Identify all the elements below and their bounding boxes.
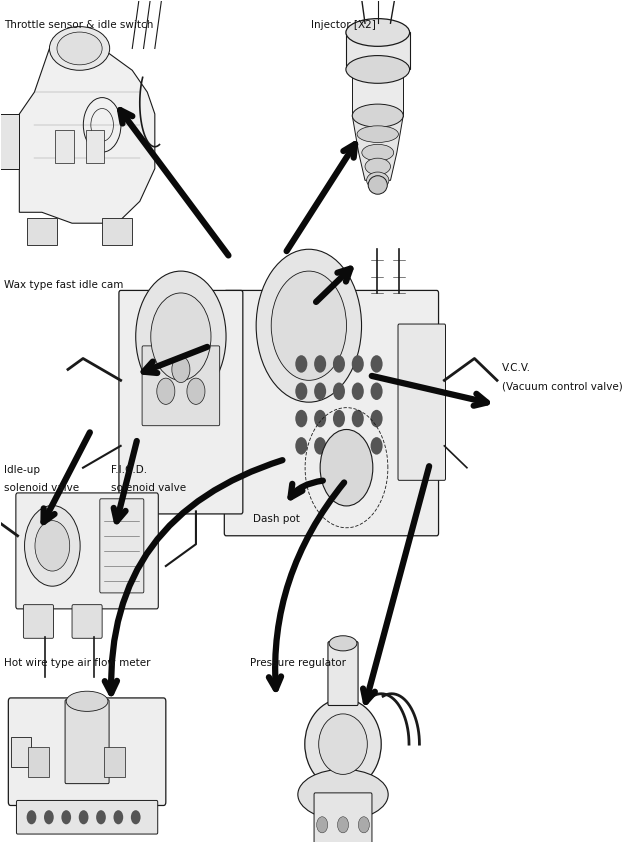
Text: Throttle sensor & idle switch: Throttle sensor & idle switch bbox=[4, 20, 154, 30]
Text: solenoid valve: solenoid valve bbox=[111, 483, 186, 493]
Circle shape bbox=[157, 379, 175, 405]
FancyBboxPatch shape bbox=[86, 131, 104, 164]
Ellipse shape bbox=[329, 636, 357, 651]
Circle shape bbox=[295, 383, 307, 400]
Ellipse shape bbox=[366, 172, 389, 189]
Circle shape bbox=[333, 438, 345, 454]
Polygon shape bbox=[352, 69, 403, 115]
Circle shape bbox=[62, 810, 71, 824]
Ellipse shape bbox=[57, 32, 102, 65]
Circle shape bbox=[271, 271, 347, 380]
FancyBboxPatch shape bbox=[100, 499, 144, 593]
Circle shape bbox=[314, 383, 326, 400]
Circle shape bbox=[135, 271, 226, 402]
Polygon shape bbox=[352, 115, 403, 180]
Circle shape bbox=[333, 355, 345, 373]
Text: Pressure regulator: Pressure regulator bbox=[251, 658, 347, 668]
Circle shape bbox=[314, 410, 326, 427]
Circle shape bbox=[333, 410, 345, 427]
Text: Wax type fast idle cam: Wax type fast idle cam bbox=[4, 281, 123, 290]
Circle shape bbox=[352, 438, 364, 454]
Circle shape bbox=[27, 810, 36, 824]
FancyBboxPatch shape bbox=[72, 604, 102, 638]
Circle shape bbox=[352, 410, 364, 427]
Circle shape bbox=[172, 357, 190, 383]
FancyBboxPatch shape bbox=[55, 131, 74, 164]
FancyBboxPatch shape bbox=[11, 737, 32, 767]
Circle shape bbox=[96, 810, 106, 824]
Circle shape bbox=[187, 379, 205, 405]
Ellipse shape bbox=[357, 126, 398, 142]
Circle shape bbox=[25, 506, 80, 586]
Ellipse shape bbox=[50, 27, 109, 70]
Circle shape bbox=[371, 383, 383, 400]
Circle shape bbox=[317, 817, 328, 833]
Ellipse shape bbox=[362, 144, 394, 161]
Ellipse shape bbox=[352, 104, 403, 127]
Ellipse shape bbox=[365, 158, 391, 175]
FancyBboxPatch shape bbox=[8, 698, 166, 805]
Circle shape bbox=[295, 438, 307, 454]
Circle shape bbox=[338, 817, 349, 833]
FancyBboxPatch shape bbox=[328, 642, 358, 706]
Ellipse shape bbox=[368, 175, 387, 194]
Circle shape bbox=[79, 810, 88, 824]
Circle shape bbox=[333, 383, 345, 400]
Circle shape bbox=[371, 438, 383, 454]
Text: V.C.V.: V.C.V. bbox=[502, 362, 531, 373]
FancyBboxPatch shape bbox=[16, 493, 158, 609]
Circle shape bbox=[256, 250, 361, 402]
FancyBboxPatch shape bbox=[65, 700, 109, 784]
Ellipse shape bbox=[319, 714, 368, 775]
Text: Dash pot: Dash pot bbox=[253, 514, 300, 524]
Text: Injector [X2]: Injector [X2] bbox=[311, 20, 376, 30]
Circle shape bbox=[295, 355, 307, 373]
Text: Hot wire type air flow meter: Hot wire type air flow meter bbox=[4, 658, 151, 668]
Circle shape bbox=[295, 410, 307, 427]
Ellipse shape bbox=[305, 699, 381, 790]
FancyBboxPatch shape bbox=[102, 217, 132, 245]
Text: solenoid valve: solenoid valve bbox=[4, 483, 80, 493]
Text: F.I.C.D.: F.I.C.D. bbox=[111, 465, 148, 475]
FancyBboxPatch shape bbox=[28, 747, 49, 777]
Circle shape bbox=[314, 438, 326, 454]
Circle shape bbox=[151, 293, 211, 380]
FancyBboxPatch shape bbox=[17, 801, 158, 834]
Circle shape bbox=[352, 355, 364, 373]
Circle shape bbox=[371, 355, 383, 373]
Circle shape bbox=[35, 521, 70, 571]
FancyBboxPatch shape bbox=[314, 793, 372, 843]
Polygon shape bbox=[19, 48, 155, 223]
Ellipse shape bbox=[346, 19, 410, 46]
Text: Idle-up: Idle-up bbox=[4, 465, 40, 475]
FancyBboxPatch shape bbox=[104, 747, 125, 777]
Ellipse shape bbox=[298, 770, 388, 819]
FancyBboxPatch shape bbox=[142, 346, 219, 426]
FancyBboxPatch shape bbox=[24, 604, 53, 638]
Circle shape bbox=[113, 810, 123, 824]
FancyBboxPatch shape bbox=[0, 114, 19, 169]
Text: (Vacuum control valve): (Vacuum control valve) bbox=[502, 381, 623, 391]
Circle shape bbox=[44, 810, 53, 824]
Ellipse shape bbox=[66, 691, 108, 711]
Circle shape bbox=[371, 410, 383, 427]
Circle shape bbox=[131, 810, 141, 824]
FancyBboxPatch shape bbox=[27, 217, 57, 245]
FancyBboxPatch shape bbox=[119, 291, 243, 514]
Circle shape bbox=[320, 429, 373, 506]
FancyBboxPatch shape bbox=[225, 291, 439, 536]
Circle shape bbox=[314, 355, 326, 373]
Ellipse shape bbox=[346, 56, 410, 83]
Polygon shape bbox=[346, 33, 410, 69]
Circle shape bbox=[358, 817, 370, 833]
Circle shape bbox=[352, 383, 364, 400]
FancyBboxPatch shape bbox=[398, 324, 445, 481]
